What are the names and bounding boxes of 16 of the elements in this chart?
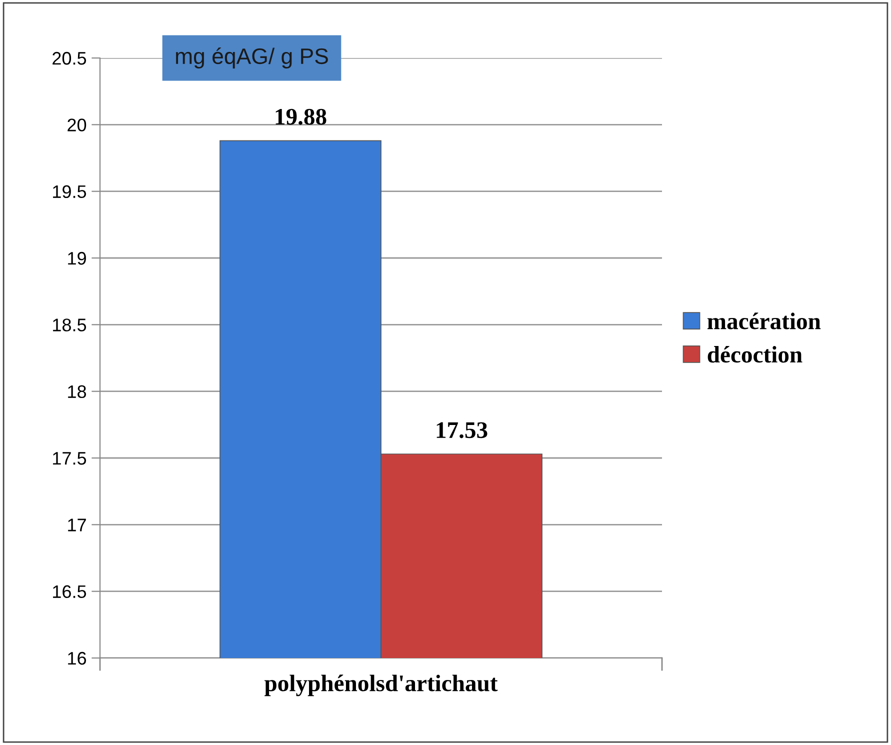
y-tick-label: 20 [68,118,86,132]
y-tick-label: 19.5 [53,185,86,198]
y-tick-label: 18.5 [53,318,86,332]
y-tick-label: 17.5 [53,452,86,465]
x-tick-label: polyphénolsd'artichaut [264,674,498,696]
y-tick-label: 20.5 [52,52,86,65]
y-tick-label: 18 [68,385,86,398]
y-tick-label: 16.5 [53,585,86,598]
data-label: 17.53 [436,422,488,438]
y-axis-title: mg éqAG/ g PS [176,48,328,68]
y-tick-label: 19 [68,252,86,265]
data-label: 19.88 [276,108,326,125]
y-tick-label: 17 [68,518,86,532]
y-tick-label: 16 [68,652,86,665]
legend-label: décoction [708,346,802,363]
legend-label: macération [707,312,821,330]
